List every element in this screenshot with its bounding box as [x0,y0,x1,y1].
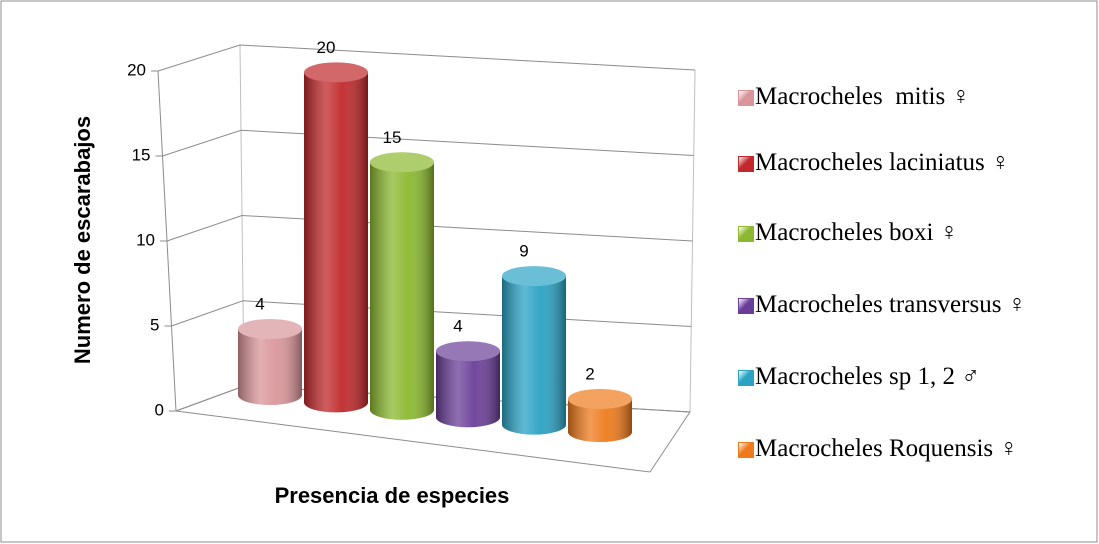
data-label: 4 [255,294,264,313]
data-label: 15 [383,128,402,147]
data-label: 20 [317,38,336,57]
grid-line [166,214,693,242]
bar-shade [238,329,302,395]
y-tick-label: 10 [136,230,155,249]
bar-top-light [304,62,368,83]
legend-label: Macrocheles boxi ♀ [755,219,959,246]
bar-top [502,266,566,287]
bar-top [568,389,632,409]
legend-swatch [738,226,754,242]
legend-label: Macrocheles laciniatus ♀ [755,149,1010,176]
legend-swatch [738,90,754,106]
legend-label: Macrocheles transversus ♀ [755,291,1027,318]
bar-top-light [370,152,434,173]
bar-top-light [568,389,632,409]
bar-shade [370,162,434,410]
y-tick-label: 20 [127,60,146,79]
bar-top [436,341,500,362]
legend-swatch [738,156,754,172]
legend-swatch [738,370,754,386]
legend-swatch [738,298,754,314]
bar-top-light [436,341,500,362]
y-tick-label: 15 [132,145,151,164]
legend-label: Macrocheles mitis ♀ [755,83,971,110]
bar-shade [436,351,500,418]
legend-swatch [738,442,754,458]
data-label: 2 [585,364,594,383]
bar-top [304,62,368,83]
y-tick-label: 5 [150,315,159,334]
grid-line [157,44,696,72]
bar-top-light [238,319,302,339]
bar-top [238,319,302,339]
data-label: 9 [519,242,528,261]
bar-top [370,152,434,173]
bar-shade [502,276,566,425]
legend-label: Macrocheles Roquensis ♀ [755,435,1019,462]
bar-shade [304,72,368,403]
legend-label: Macrocheles sp 1, 2 ♂ [755,363,980,390]
x-axis-label: Presencia de especies [275,483,510,508]
bar-top-light [502,266,566,287]
y-tick-label: 0 [155,400,164,419]
grid-line [162,129,694,157]
data-label: 4 [453,317,462,336]
y-axis-label: Numero de escarabajos [70,116,95,364]
